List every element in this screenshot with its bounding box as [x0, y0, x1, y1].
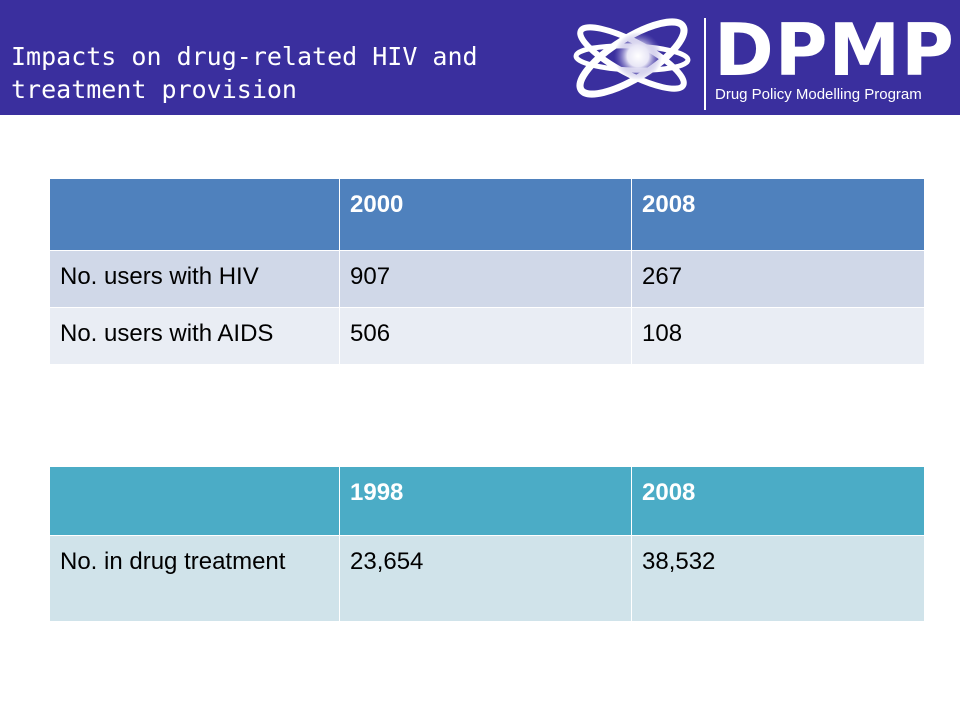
row-label: No. users with HIV	[49, 250, 340, 308]
header-cell: 2008	[631, 466, 925, 536]
atom-logo-icon	[573, 18, 691, 98]
table-cell: 38,532	[631, 535, 925, 622]
table-row: No. users with AIDS 506 108	[49, 307, 925, 365]
header-cell	[49, 466, 340, 536]
table-cell: 23,654	[339, 535, 632, 622]
table-header-row: 1998 2008	[49, 466, 925, 536]
table-row: No. users with HIV 907 267	[49, 250, 925, 308]
table-row: No. in drug treatment 23,654 38,532	[49, 535, 925, 622]
header-cell	[49, 178, 340, 251]
table-cell: 907	[339, 250, 632, 308]
table-cell: 267	[631, 250, 925, 308]
drug-treatment-table: 1998 2008 No. in drug treatment 23,654 3…	[49, 466, 925, 622]
logo-divider	[704, 18, 706, 110]
hiv-aids-table: 2000 2008 No. users with HIV 907 267 No.…	[49, 178, 925, 365]
table-cell: 108	[631, 307, 925, 365]
slide-header: Impacts on drug-related HIV and treatmen…	[0, 0, 960, 115]
header-cell: 2000	[339, 178, 632, 251]
row-label: No. in drug treatment	[49, 535, 340, 622]
header-cell: 1998	[339, 466, 632, 536]
header-cell: 2008	[631, 178, 925, 251]
logo-subtitle: Drug Policy Modelling Program	[715, 86, 922, 103]
row-label: No. users with AIDS	[49, 307, 340, 365]
table-cell: 506	[339, 307, 632, 365]
table-header-row: 2000 2008	[49, 178, 925, 251]
logo-wordmark: DPMP	[714, 8, 955, 92]
slide-title: Impacts on drug-related HIV and treatmen…	[11, 42, 478, 104]
